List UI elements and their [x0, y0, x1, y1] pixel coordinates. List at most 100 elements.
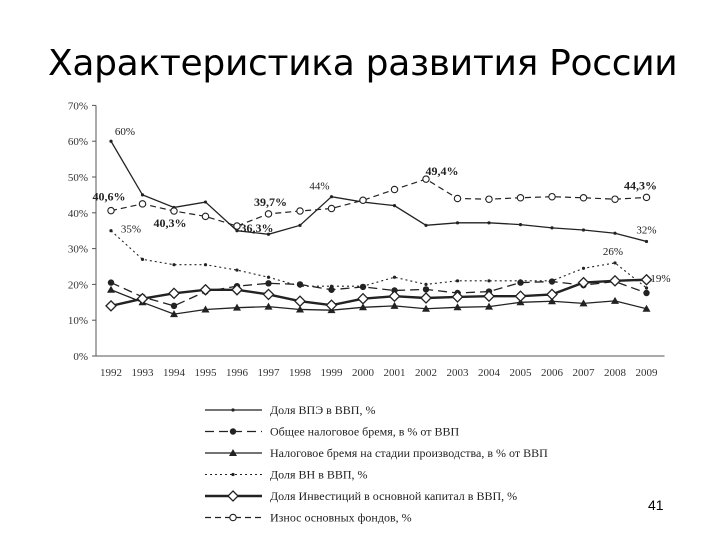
- data-point: [485, 302, 493, 310]
- data-point: [581, 266, 586, 270]
- x-tick-label: 1998: [289, 367, 312, 379]
- legend-label: Доля ВН в ВВП, %: [270, 468, 368, 482]
- data-point: [172, 263, 176, 267]
- data-point: [422, 304, 430, 312]
- data-label: 40,3%: [154, 216, 187, 230]
- data-point: [579, 299, 588, 307]
- x-tick-label: 1994: [163, 367, 186, 379]
- series-line: [110, 230, 647, 289]
- legend-marker: [231, 408, 235, 412]
- data-point: [487, 221, 491, 225]
- data-point: [516, 194, 525, 202]
- data-label: 35%: [121, 224, 141, 236]
- x-tick-label: 1996: [226, 367, 249, 379]
- data-point: [327, 204, 336, 213]
- data-point: [233, 303, 241, 311]
- data-point: [140, 257, 145, 261]
- data-point: [357, 292, 369, 305]
- series-1: [109, 139, 649, 244]
- series-4: [109, 229, 649, 290]
- data-point: [359, 303, 367, 311]
- data-point: [518, 223, 523, 227]
- legend-entry: Доля Инвестиций в основной капитал в ВВП…: [205, 489, 517, 503]
- legend-entry: Доля ВПЭ в ВВП, %: [205, 403, 375, 417]
- data-point: [548, 192, 556, 201]
- x-tick-label: 2003: [447, 367, 470, 379]
- data-point: [328, 286, 335, 293]
- data-point: [203, 200, 208, 204]
- data-point: [643, 289, 650, 297]
- legend-label: Налоговое бремя на стадии производства, …: [270, 446, 548, 460]
- data-point: [453, 194, 462, 203]
- data-point: [359, 196, 367, 205]
- data-point: [485, 195, 493, 203]
- legend-marker: [231, 472, 235, 477]
- data-point: [231, 283, 243, 296]
- data-point: [487, 279, 491, 283]
- data-point: [424, 282, 428, 286]
- data-point: [422, 175, 430, 183]
- y-tick-label: 0%: [73, 351, 88, 363]
- data-label: 26%: [603, 246, 623, 258]
- data-labels: 60% 44% 32% 35% 26% 19% 40,6% 40,3% 36,3% 39,7% 49…: [93, 126, 671, 285]
- legend-label: Доля ВПЭ в ВВП, %: [270, 403, 375, 417]
- data-point: [390, 301, 399, 309]
- legend-marker: [229, 513, 237, 522]
- data-point: [170, 310, 178, 318]
- series-line: [110, 289, 647, 315]
- data-point: [265, 280, 272, 287]
- legend: Доля ВПЭ в ВВП, % Общее налоговое бремя, …: [205, 403, 548, 525]
- series-line: [110, 140, 647, 243]
- data-point: [107, 279, 115, 286]
- data-point: [581, 228, 586, 232]
- x-tick-labels: 1992 1993 1994 1995 1996 1997 1998 1999 2000 2001…: [100, 367, 658, 379]
- data-point: [640, 273, 653, 286]
- x-tick-label: 2009: [636, 367, 659, 379]
- data-point: [455, 221, 460, 225]
- data-point: [296, 305, 304, 313]
- x-tick-label: 1995: [195, 367, 218, 379]
- x-tick-label: 1993: [132, 367, 155, 379]
- legend-marker: [229, 449, 237, 456]
- data-point: [550, 226, 554, 230]
- data-point: [105, 299, 117, 312]
- x-tick-label: 1992: [100, 367, 122, 379]
- series-layer: [105, 139, 653, 318]
- data-label: 44,3%: [624, 178, 657, 192]
- data-point: [420, 292, 432, 304]
- data-point: [548, 297, 556, 305]
- data-label: 19%: [650, 273, 670, 285]
- series-3: [107, 285, 651, 318]
- series-line: [110, 178, 647, 227]
- data-point: [644, 239, 649, 244]
- page-number: 41: [648, 497, 664, 513]
- x-tick-label: 2005: [510, 367, 533, 379]
- data-point: [294, 295, 306, 308]
- data-label: 44%: [309, 181, 329, 193]
- data-point: [642, 193, 651, 202]
- data-point: [107, 285, 115, 293]
- data-point: [266, 275, 271, 279]
- data-point: [262, 288, 275, 301]
- x-tick-label: 1997: [258, 367, 281, 379]
- data-point: [483, 290, 495, 303]
- x-tick-label: 2007: [573, 367, 596, 379]
- data-point: [140, 193, 145, 197]
- data-point: [611, 296, 619, 304]
- y-tick-labels: 0% 10% 20% 30% 40% 50% 60% 70%: [68, 100, 88, 363]
- data-point: [235, 229, 239, 233]
- data-label: 60%: [115, 126, 135, 138]
- data-label: 40,6%: [93, 190, 126, 204]
- series-5: [105, 273, 653, 312]
- data-point: [455, 279, 460, 283]
- data-point: [514, 290, 527, 303]
- legend-entry: Износ основных фондов, %: [205, 511, 412, 525]
- legend-marker: [227, 490, 239, 502]
- legend-label: Доля Инвестиций в основной капитал в ВВП…: [270, 489, 517, 503]
- data-point: [550, 279, 554, 283]
- legend-entry: Налоговое бремя на стадии производства, …: [205, 446, 548, 460]
- x-tick-label: 2002: [415, 367, 437, 379]
- data-point: [644, 286, 649, 290]
- data-point: [298, 223, 302, 227]
